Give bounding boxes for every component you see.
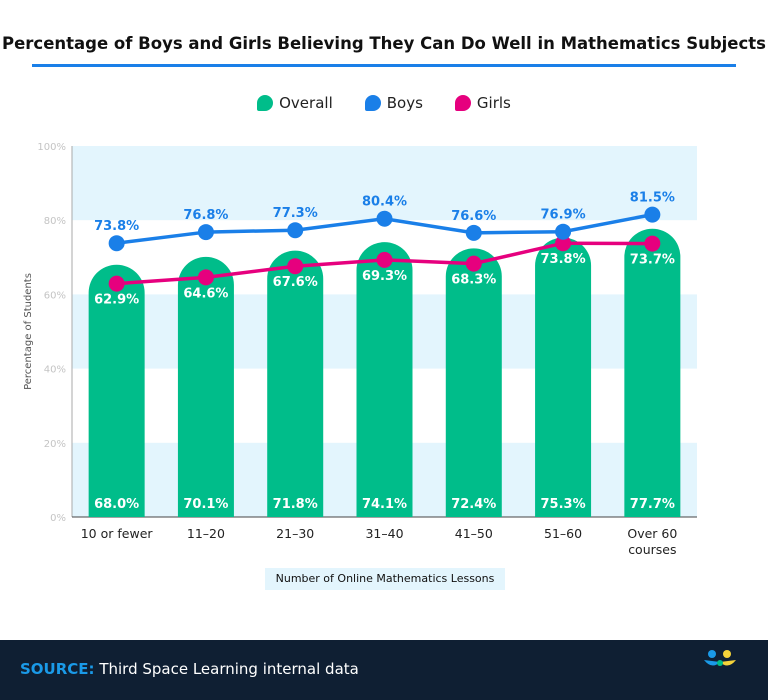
legend-boys: Boys (364, 94, 423, 112)
y-tick-label: 60% (44, 290, 66, 301)
legend-girls: Girls (454, 94, 511, 112)
y-tick-label: 40% (44, 365, 66, 376)
footer: SOURCE: Third Space Learning internal da… (0, 640, 768, 700)
data-label-girls: 69.3% (362, 269, 407, 284)
source-label: SOURCE: (20, 660, 95, 678)
point-girls (376, 251, 393, 268)
bar-overall (535, 237, 592, 517)
bar-label-overall: 75.3% (541, 497, 586, 512)
legend-label: Boys (386, 94, 423, 112)
data-label-girls: 62.9% (94, 293, 139, 308)
legend: Overall Boys Girls (0, 94, 768, 112)
point-girls (108, 275, 125, 292)
boys-swatch-icon (364, 95, 381, 111)
source-text: Third Space Learning internal data (99, 660, 359, 678)
x-tick-label: 31–40 (365, 526, 403, 541)
title-underline (32, 64, 736, 67)
bar-overall (624, 228, 681, 517)
x-axis-title: Number of Online Mathematics Lessons (265, 568, 505, 590)
bar-overall (445, 248, 502, 517)
source-note: SOURCE: Third Space Learning internal da… (20, 660, 359, 678)
data-label-girls: 73.8% (541, 252, 586, 267)
x-tick-label: 41–50 (455, 526, 493, 541)
bar-label-overall: 71.8% (273, 497, 318, 512)
chart-title: Percentage of Boys and Girls Believing T… (2, 34, 766, 53)
data-label-boys: 76.9% (541, 208, 586, 223)
data-label-boys: 77.3% (273, 206, 318, 221)
point-girls (465, 255, 482, 272)
x-tick-label: 10 or fewer (81, 526, 154, 541)
point-girls (197, 269, 214, 286)
chart-plot: 0% 20% 40% 60% 80% 100% Percentage of Students… (23, 142, 697, 557)
x-tick-label: 11–20 (187, 526, 225, 541)
data-label-boys: 76.8% (183, 208, 228, 223)
legend-label: Girls (476, 94, 511, 112)
bar-overall (177, 256, 234, 517)
data-label-boys: 73.8% (94, 219, 139, 234)
point-boys (376, 210, 393, 227)
point-boys (465, 224, 482, 241)
point-boys (555, 223, 572, 240)
bar-label-overall: 70.1% (183, 497, 228, 512)
legend-label: Overall (279, 94, 333, 112)
y-axis-title: Percentage of Students (23, 273, 34, 390)
bar-overall (267, 250, 324, 518)
y-tick-label: 80% (44, 216, 66, 227)
x-tick-label: Over 60 (627, 526, 677, 541)
y-tick-label: 100% (37, 142, 66, 153)
point-boys (108, 235, 125, 252)
point-girls (555, 235, 572, 252)
overall-swatch-icon (257, 95, 274, 111)
point-girls (287, 258, 304, 275)
bar-label-overall: 68.0% (94, 497, 139, 512)
data-label-girls: 64.6% (183, 286, 228, 301)
y-tick-label: 0% (50, 513, 66, 524)
bar-overall (356, 242, 413, 517)
point-boys (197, 224, 214, 241)
data-label-girls: 68.3% (451, 273, 496, 288)
bar-label-overall: 77.7% (630, 497, 675, 512)
logo-icon (704, 650, 736, 666)
x-tick-label: 51–60 (544, 526, 582, 541)
bar-label-overall: 74.1% (362, 497, 407, 512)
point-boys (287, 222, 304, 239)
data-label-girls: 67.6% (273, 275, 318, 290)
data-label-boys: 80.4% (362, 195, 407, 210)
x-tick-label: courses (628, 542, 676, 557)
bar-label-overall: 72.4% (451, 497, 496, 512)
data-label-boys: 81.5% (630, 191, 675, 206)
point-boys (644, 206, 661, 223)
data-label-boys: 76.6% (451, 209, 496, 224)
logo (694, 648, 746, 672)
point-girls (644, 235, 661, 252)
grid-band (72, 146, 697, 221)
bar-overall (88, 264, 145, 517)
legend-overall: Overall (257, 94, 333, 112)
x-tick-label: 21–30 (276, 526, 314, 541)
girls-swatch-icon (454, 95, 471, 111)
data-label-girls: 73.7% (630, 253, 675, 268)
y-tick-label: 20% (44, 439, 66, 450)
